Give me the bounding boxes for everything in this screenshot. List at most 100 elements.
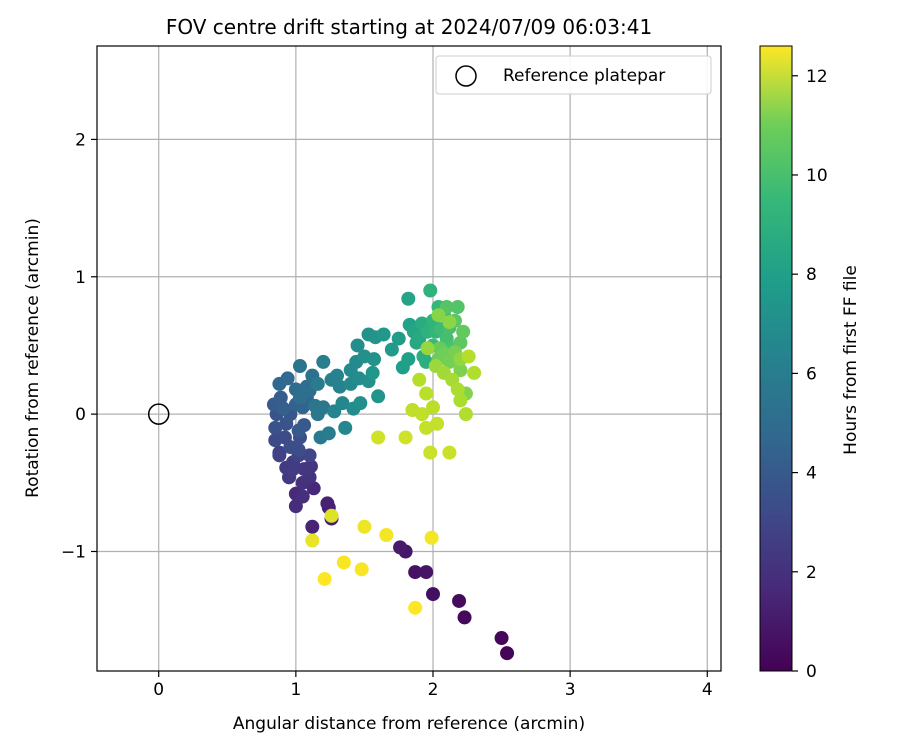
data-point — [316, 354, 331, 369]
data-point — [305, 519, 320, 534]
data-point — [420, 341, 435, 356]
y-tick-label: 1 — [75, 268, 86, 288]
data-point — [401, 291, 416, 306]
data-point — [423, 283, 438, 298]
data-point — [401, 352, 416, 367]
x-axis-label: Angular distance from reference (arcmin) — [233, 714, 585, 734]
data-point — [268, 420, 283, 435]
data-point — [450, 382, 465, 397]
colorbar-tick-label: 6 — [806, 364, 817, 384]
y-tick-label: −1 — [61, 542, 86, 562]
x-axis-ticks: 0 1 2 3 4 — [153, 671, 713, 700]
reference-platepar-marker — [147, 403, 170, 425]
data-point — [419, 386, 434, 401]
data-point — [412, 372, 427, 387]
data-point — [419, 420, 434, 435]
data-point — [450, 299, 465, 314]
data-point — [306, 481, 321, 496]
data-point — [423, 445, 438, 460]
data-point — [324, 508, 339, 523]
legend-marker — [455, 65, 477, 87]
data-point — [332, 379, 347, 394]
data-point — [379, 528, 394, 543]
colorbar-tick-label: 4 — [806, 464, 817, 484]
legend: Reference platepar — [435, 55, 712, 95]
data-point — [297, 418, 312, 433]
data-point — [426, 400, 440, 415]
y-axis-ticks: −1 0 1 2 — [61, 130, 97, 562]
data-point — [453, 363, 468, 378]
data-point — [302, 448, 317, 463]
data-point — [384, 342, 399, 357]
data-point — [310, 376, 325, 391]
data-point — [353, 396, 368, 411]
data-point — [376, 327, 391, 342]
data-point — [280, 371, 295, 386]
colorbar-tick-label: 2 — [806, 563, 817, 583]
data-point — [415, 407, 430, 422]
data-point — [354, 562, 369, 577]
y-tick-label: 0 — [75, 405, 86, 425]
data-point — [316, 400, 331, 415]
colorbar-gradient — [759, 45, 793, 672]
y-axis-label: Rotation from reference (arcmin) — [23, 218, 43, 498]
x-tick-label: 1 — [290, 680, 301, 700]
data-point — [456, 324, 471, 339]
data-point — [391, 331, 406, 346]
data-point — [431, 308, 446, 323]
data-point — [419, 565, 434, 580]
colorbar-tick-label: 8 — [806, 265, 817, 285]
data-point — [317, 571, 332, 586]
data-point — [442, 315, 457, 330]
x-tick-label: 2 — [428, 680, 439, 700]
data-point — [320, 496, 335, 511]
legend-box — [435, 55, 712, 95]
data-point — [286, 462, 301, 477]
data-point — [452, 593, 467, 608]
colorbar-tick-label: 10 — [806, 166, 828, 186]
data-point — [426, 587, 440, 602]
y-tick-label: 2 — [75, 130, 86, 150]
data-point — [393, 540, 408, 555]
data-point — [297, 462, 312, 477]
data-point — [458, 407, 473, 422]
plot-frame — [96, 45, 722, 672]
data-point — [357, 519, 372, 534]
data-point — [494, 631, 509, 646]
data-point — [295, 489, 310, 504]
data-point — [321, 426, 336, 441]
x-tick-label: 3 — [565, 680, 576, 700]
data-point — [336, 555, 351, 570]
data-point — [305, 533, 320, 548]
data-point — [424, 530, 439, 545]
data-point — [350, 338, 365, 353]
data-point — [442, 445, 457, 460]
chart-title: FOV centre drift starting at 2024/07/09 … — [166, 15, 652, 39]
data-point — [273, 390, 288, 405]
data-point — [467, 365, 482, 380]
data-point — [371, 430, 386, 445]
data-point — [338, 420, 353, 435]
data-point — [461, 349, 476, 364]
data-point — [365, 365, 380, 380]
colorbar: 0 2 4 6 8 10 12 Hours from first FF file — [759, 45, 861, 682]
colorbar-label: Hours from first FF file — [841, 265, 861, 455]
colorbar-ticks: 0 2 4 6 8 10 12 — [792, 67, 828, 682]
data-point — [453, 393, 468, 408]
data-point — [291, 442, 306, 457]
data-point — [371, 389, 386, 404]
data-point — [335, 396, 350, 411]
colorbar-tick-label: 0 — [806, 662, 817, 682]
x-tick-label: 4 — [702, 680, 713, 700]
x-tick-label: 0 — [153, 680, 164, 700]
data-point — [276, 401, 291, 416]
data-point — [367, 352, 382, 367]
data-point — [500, 646, 515, 661]
legend-label: Reference platepar — [503, 66, 665, 86]
data-point — [330, 368, 344, 383]
data-point — [430, 416, 445, 431]
data-point — [292, 359, 307, 374]
data-point — [408, 600, 423, 615]
data-point — [457, 610, 472, 625]
